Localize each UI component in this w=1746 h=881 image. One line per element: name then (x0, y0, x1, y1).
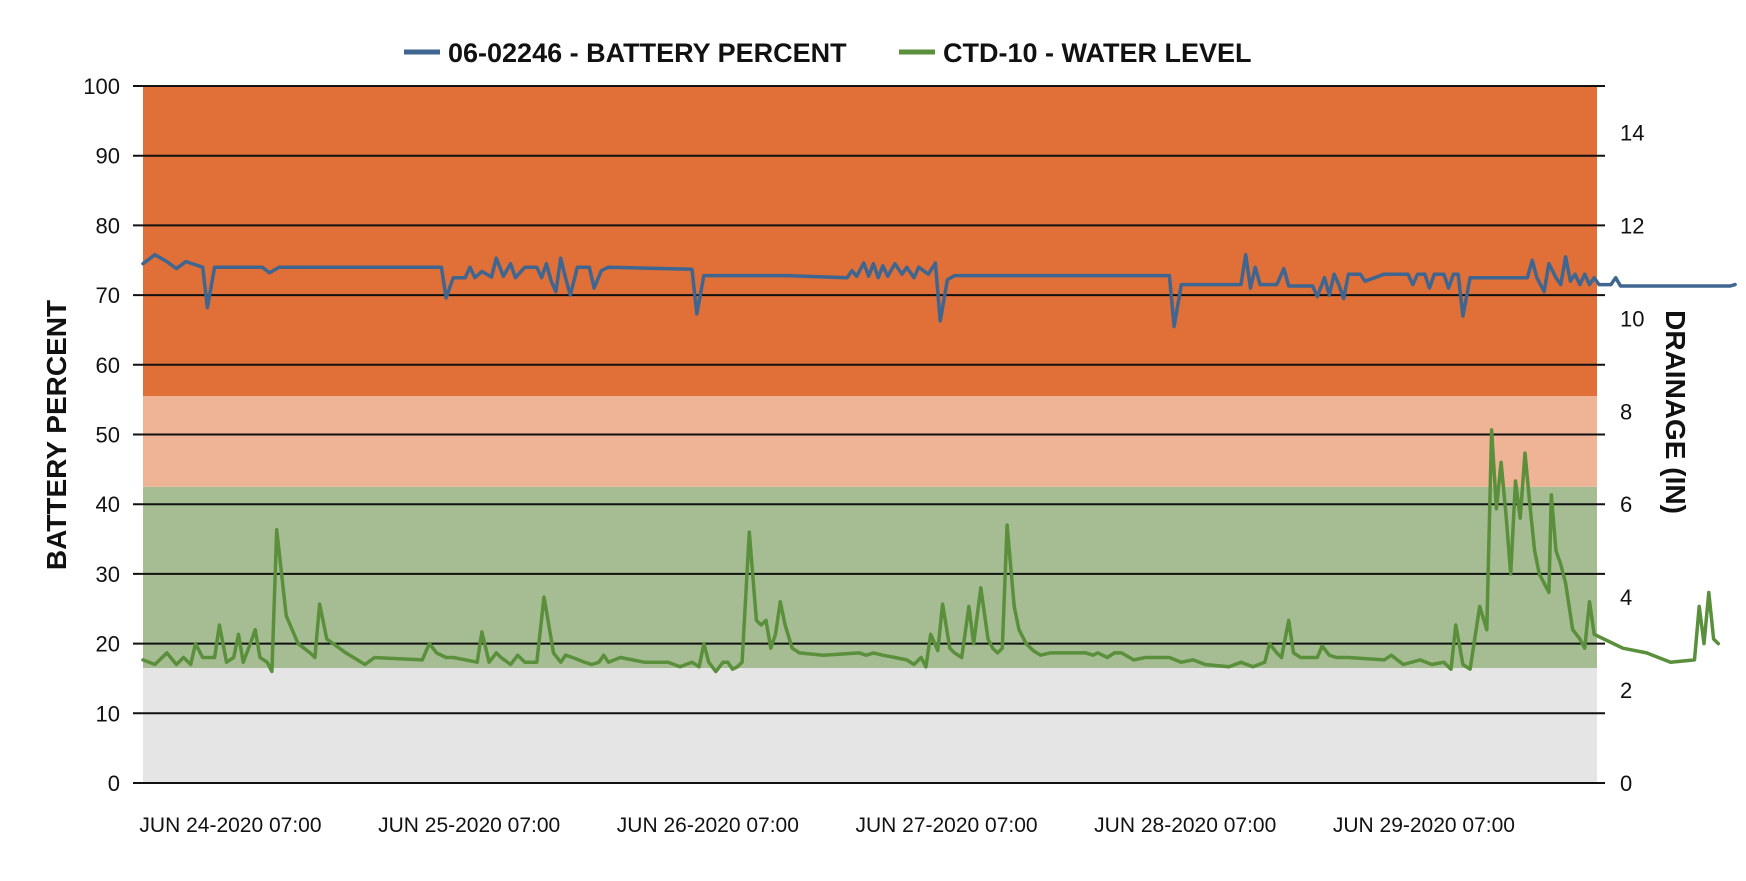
y-left-tick-label: 90 (96, 144, 120, 169)
y-axis-left-title: BATTERY PERCENT (41, 300, 72, 570)
y-axis-right-title: DRAINAGE (IN) (1660, 310, 1691, 514)
x-tick-label: JUN 27-2020 07:00 (855, 814, 1037, 837)
y-right-tick-label: 14 (1620, 120, 1644, 145)
legend: 06-02246 - BATTERY PERCENT CTD-10 - WATE… (404, 38, 1252, 68)
y-left-tick-label: 0 (108, 771, 120, 796)
series-line-battery-percent (141, 252, 1737, 329)
y-right-tick-label: 12 (1620, 213, 1644, 238)
threshold-band-1 (143, 486, 1597, 668)
y-left-tick-label: 30 (96, 562, 120, 587)
y-left-tick-label: 50 (96, 423, 120, 448)
y-left-tick-label: 20 (96, 632, 120, 657)
x-tick-label: JUN 25-2020 07:00 (378, 814, 560, 837)
y-left-tick-label: 60 (96, 353, 120, 378)
threshold-band-2 (143, 396, 1597, 487)
x-tick-label: JUN 26-2020 07:00 (617, 814, 799, 837)
y-left-tick-label: 40 (96, 492, 120, 517)
y-right-tick-label: 0 (1620, 771, 1632, 796)
y-left-tick-label: 70 (96, 283, 120, 308)
threshold-band-0 (143, 667, 1597, 783)
y-right-tick-label: 2 (1620, 678, 1632, 703)
y-right-tick-label: 10 (1620, 306, 1644, 331)
y-right-tick-label: 8 (1620, 399, 1632, 424)
x-tick-label: JUN 29-2020 07:00 (1333, 814, 1515, 837)
x-tick-label: JUN 28-2020 07:00 (1094, 814, 1276, 837)
threshold-band-3 (143, 86, 1597, 397)
y-left-tick-label: 100 (83, 74, 120, 99)
y-right-tick-label: 6 (1620, 492, 1632, 517)
y-left-tick-label: 80 (96, 213, 120, 238)
legend-label-water-level: CTD-10 - WATER LEVEL (943, 38, 1252, 68)
series-line-water-level (141, 428, 1721, 674)
y-left-tick-label: 10 (96, 701, 120, 726)
legend-label-battery: 06-02246 - BATTERY PERCENT (448, 38, 847, 68)
x-tick-label: JUN 24-2020 07:00 (139, 814, 321, 837)
y-right-tick-label: 4 (1620, 585, 1632, 610)
